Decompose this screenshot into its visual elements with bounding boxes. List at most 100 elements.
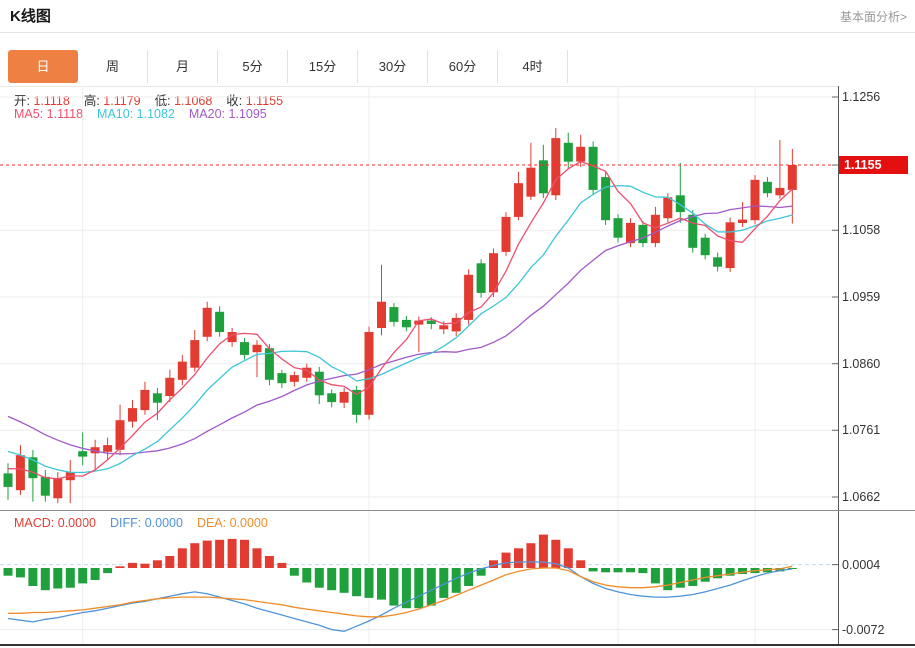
- macd-hist-bar: [90, 568, 100, 580]
- macd-hist-bar: [202, 540, 212, 568]
- macd-hist-bar: [40, 568, 50, 591]
- candle-body: [277, 373, 287, 384]
- macd-hist-bar: [65, 568, 75, 588]
- macd-hist-bar: [302, 568, 312, 583]
- macd-hist-bar: [713, 568, 723, 579]
- macd-hist-bar: [588, 568, 598, 572]
- macd-hist-bar: [289, 568, 299, 576]
- candle-body: [626, 222, 635, 244]
- macd-hist-bar: [675, 568, 685, 588]
- candle-body: [762, 181, 772, 194]
- macd-hist-bar: [177, 548, 187, 568]
- candle-body: [401, 319, 411, 328]
- macd-hist-bar: [738, 568, 747, 574]
- candle-body: [663, 197, 673, 219]
- candle-body: [40, 476, 50, 496]
- candlestick-chart[interactable]: [0, 86, 838, 510]
- candle-body: [352, 389, 362, 415]
- candle-body: [90, 447, 100, 454]
- candle-body: [190, 340, 200, 368]
- candle-body: [464, 274, 474, 320]
- candle-body: [576, 146, 586, 162]
- candle-body: [264, 348, 274, 380]
- macd-hist-bar: [28, 568, 38, 586]
- macd-hist-bar: [53, 568, 63, 589]
- macd-hist-bar: [115, 566, 125, 568]
- macd-hist-bar: [15, 568, 25, 578]
- price-axis-label: 1.0959: [842, 290, 881, 304]
- tab-日[interactable]: 日: [8, 50, 78, 83]
- tab-15分[interactable]: 15分: [288, 50, 358, 83]
- macd-hist-bar: [190, 543, 200, 568]
- macd-hist-bar: [352, 568, 362, 597]
- candle-body: [289, 375, 299, 382]
- fundamental-analysis-link[interactable]: 基本面分析>: [839, 10, 907, 24]
- price-axis-label: 1.0662: [842, 490, 881, 504]
- candle-body: [103, 445, 113, 452]
- ma10-line: [7, 184, 793, 474]
- macd-hist-bar: [377, 568, 386, 600]
- macd-chart[interactable]: [0, 511, 838, 645]
- tab-5分[interactable]: 5分: [218, 50, 288, 83]
- candle-body: [3, 473, 13, 487]
- macd-hist-bar: [787, 568, 797, 569]
- candle-body: [713, 257, 723, 267]
- candle-body: [78, 451, 88, 457]
- candle-body: [227, 332, 237, 343]
- macd-hist-bar: [626, 568, 635, 573]
- candle-body: [725, 222, 735, 269]
- candle-body: [700, 237, 710, 256]
- chart-top-border: [0, 86, 838, 87]
- macd-hist-bar: [364, 568, 374, 598]
- macd-hist-bar: [476, 568, 486, 576]
- tab-60分[interactable]: 60分: [428, 50, 498, 83]
- macd-hist-bar: [227, 538, 237, 568]
- macd-hist-bar: [240, 539, 249, 568]
- macd-hist-bar: [725, 568, 735, 576]
- macd-hist-bar: [165, 556, 175, 568]
- macd-hist-bar: [264, 556, 274, 568]
- price-axis-label: 1.0860: [842, 357, 881, 371]
- period-tabs: 日周月 5分 15分 30分 60分 4时: [8, 50, 568, 83]
- macd-hist-bar: [426, 568, 436, 606]
- tab-月[interactable]: 月: [148, 50, 218, 83]
- price-axis-label: 1.1256: [842, 90, 881, 104]
- candle-body: [775, 187, 785, 196]
- diff-line: [7, 561, 793, 632]
- ma-legend: MA5: 1.1118 MA10: 1.1082 MA20: 1.1095: [14, 107, 281, 121]
- macd-hist-bar: [688, 568, 698, 586]
- macd-hist-bar: [613, 568, 623, 573]
- ma20-line: [7, 205, 793, 455]
- macd-hist-bar: [663, 568, 673, 591]
- candle-body: [738, 219, 747, 223]
- macd-hist-bar: [563, 548, 573, 568]
- macd-hist-bar: [401, 568, 411, 609]
- chart-bottom-border: [0, 644, 915, 646]
- candle-body: [638, 224, 648, 244]
- macd-hist-bar: [638, 568, 648, 574]
- tab-30分[interactable]: 30分: [358, 50, 428, 83]
- candle-body: [177, 361, 187, 380]
- macd-hist-bar: [700, 568, 710, 582]
- macd-hist-bar: [128, 562, 137, 568]
- page-title: K线图: [10, 8, 51, 25]
- candle-body: [377, 301, 386, 328]
- candle-body: [489, 253, 498, 293]
- macd-hist-bar: [489, 560, 498, 568]
- macd-hist-bar: [277, 562, 287, 568]
- macd-hist-bar: [451, 568, 461, 593]
- candle-body: [613, 218, 623, 238]
- macd-hist-bar: [314, 568, 324, 588]
- legend-item: DIFF: 0.0000: [109, 516, 183, 530]
- tab-4时[interactable]: 4时: [498, 50, 568, 83]
- candle-body: [115, 420, 125, 450]
- macd-hist-bar: [103, 568, 113, 574]
- candle-body: [389, 307, 399, 322]
- macd-hist-bar: [538, 534, 548, 568]
- macd-hist-bar: [3, 568, 13, 576]
- macd-hist-bar: [576, 560, 586, 568]
- tab-周[interactable]: 周: [78, 50, 148, 83]
- candle-body: [476, 263, 486, 293]
- macd-hist-bar: [152, 560, 162, 568]
- candle-body: [339, 391, 349, 403]
